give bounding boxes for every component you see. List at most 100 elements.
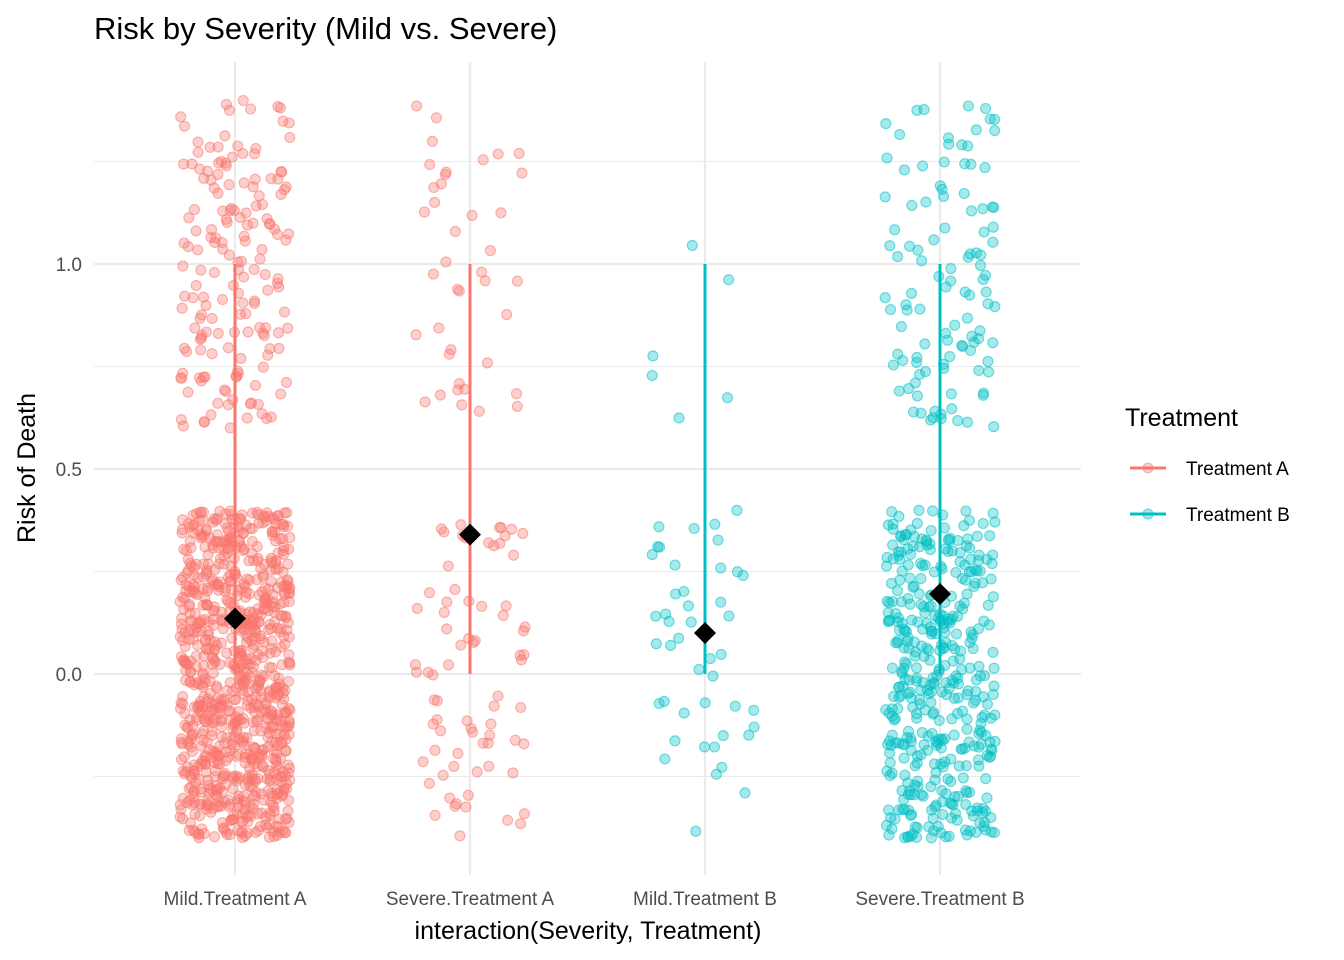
jitter-point (519, 621, 531, 633)
jitter-point (731, 566, 743, 578)
jitter-point (925, 600, 937, 612)
jitter-point (896, 785, 908, 797)
jitter-point (197, 506, 210, 518)
jitter-point (213, 740, 225, 752)
jitter-point (245, 103, 257, 115)
jitter-point (484, 729, 496, 741)
jitter-point (448, 760, 460, 772)
jitter-point (428, 181, 440, 194)
jitter-point (186, 560, 198, 572)
jitter-point (279, 827, 291, 839)
jitter-point (497, 609, 509, 621)
jitter-point (199, 592, 211, 604)
jitter-point (928, 234, 940, 246)
jitter-point (880, 560, 893, 572)
jitter-point (903, 383, 915, 395)
jitter-point (958, 187, 970, 200)
jitter-point (238, 790, 250, 802)
jitter-point (945, 775, 957, 787)
jitter-point (967, 697, 980, 709)
jitter-point (204, 141, 216, 153)
jitter-point (250, 654, 262, 667)
jitter-point (929, 774, 941, 786)
jitter-point (280, 181, 292, 193)
jitter-point (926, 804, 938, 816)
jitter-point (975, 249, 987, 261)
jitter-point (962, 685, 974, 697)
jitter-point (881, 595, 893, 607)
jitter-point (979, 162, 991, 174)
jitter-point (245, 397, 257, 409)
jitter-point (257, 361, 269, 373)
jitter-point (441, 623, 453, 635)
jitter-point (265, 796, 277, 808)
jitter-point (177, 572, 189, 584)
jitter-point (262, 731, 274, 744)
jitter-point (905, 830, 917, 842)
jitter-point (443, 348, 455, 360)
jitter-point (892, 348, 904, 360)
jitter-point (244, 606, 256, 618)
jitter-point (983, 366, 995, 378)
mean-markers (224, 523, 951, 644)
jitter-point (215, 694, 227, 706)
jitter-point (263, 583, 275, 595)
jitter-point (902, 559, 914, 571)
jitter-point (410, 329, 422, 341)
jitter-point (429, 744, 441, 756)
jitter-point (913, 588, 925, 600)
jitter-point (277, 533, 289, 545)
jitter-point (987, 591, 999, 603)
jitter-point (494, 537, 506, 550)
legend-title: Treatment (1125, 404, 1238, 432)
jitter-point (179, 627, 191, 639)
jitter-point (669, 588, 682, 600)
jitter-point (976, 577, 989, 589)
jitter-point (673, 412, 685, 424)
jitter-point (987, 337, 999, 349)
jitter-point (653, 541, 666, 553)
jitter-point (249, 632, 261, 644)
jitter-point (228, 741, 240, 753)
jitter-point (241, 811, 253, 823)
jitter-point (969, 564, 981, 576)
jitter-point (272, 327, 285, 339)
jitter-point (255, 563, 267, 575)
jitter-point (440, 256, 452, 268)
jitter-point (282, 520, 294, 532)
jitter-point (900, 528, 912, 541)
jitter-point (879, 292, 891, 304)
jitter-point (963, 736, 975, 748)
jitter-point (973, 364, 985, 377)
jitter-point (194, 617, 206, 629)
jitter-point (516, 167, 528, 179)
jitter-point (893, 691, 905, 703)
jitter-point (904, 548, 917, 560)
jitter-point (256, 586, 268, 598)
jitter-point (460, 801, 472, 813)
jitter-point (925, 696, 937, 708)
jitter-point (195, 740, 207, 752)
jitter-point (688, 522, 700, 535)
jitter-point (950, 628, 963, 640)
jitter-point (967, 643, 979, 655)
jitter-point (248, 263, 260, 275)
jitter-point (206, 348, 218, 360)
jitter-point (284, 582, 296, 594)
jitter-point (972, 623, 985, 635)
jitter-point (441, 596, 453, 608)
jitter-point (669, 559, 681, 571)
jitter-point (894, 574, 906, 586)
jitter-point (646, 369, 658, 382)
jitter-point (212, 141, 224, 153)
jitter-point (411, 602, 423, 614)
jitter-point (283, 794, 295, 806)
legend-key-point (1142, 462, 1154, 474)
jitter-point (928, 707, 940, 719)
jitter-point (206, 725, 218, 737)
jitter-point (201, 165, 213, 177)
jitter-point (646, 549, 658, 561)
jitter-point (915, 684, 927, 696)
jitter-point (199, 635, 211, 647)
jitter-point (192, 146, 204, 158)
